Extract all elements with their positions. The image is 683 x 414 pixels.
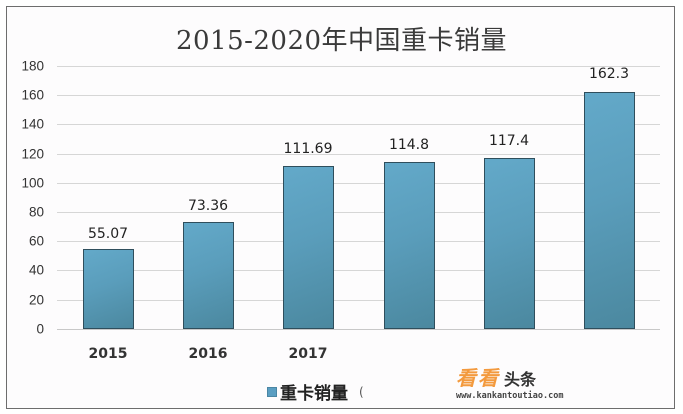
x-tick-label: 2015 xyxy=(88,346,128,362)
gridline xyxy=(57,212,660,213)
y-tick-label: 100 xyxy=(21,175,44,191)
bar-2017 xyxy=(283,166,334,329)
legend-label: 重卡销量 xyxy=(280,384,348,404)
bar-2016 xyxy=(183,222,234,329)
legend: 重卡销量 ( xyxy=(267,379,364,404)
data-label: 55.07 xyxy=(87,226,129,242)
bar-2019 xyxy=(484,158,535,329)
gridline xyxy=(57,183,660,184)
data-label: 117.4 xyxy=(488,133,530,149)
y-tick-label: 140 xyxy=(21,116,44,132)
data-label: 111.69 xyxy=(283,141,333,157)
gridline xyxy=(57,124,660,125)
x-tick-label: 2016 xyxy=(188,346,228,362)
y-tick-label: 80 xyxy=(28,204,44,220)
watermark-url: www.kankantoutiao.com xyxy=(456,391,564,401)
data-label: 73.36 xyxy=(187,198,229,214)
watermark-name: 头条 xyxy=(504,370,537,389)
y-tick-label: 180 xyxy=(21,58,44,74)
gridline xyxy=(57,66,660,67)
legend-swatch-icon xyxy=(267,386,277,397)
baseline xyxy=(57,329,660,330)
gridline xyxy=(57,154,660,155)
gridline xyxy=(57,241,660,242)
chart-title: 2015-2020年中国重卡销量 xyxy=(175,26,508,56)
legend-clipped-text: ( xyxy=(359,384,364,399)
y-tick-label: 120 xyxy=(21,146,44,162)
y-tick-label: 160 xyxy=(21,87,44,103)
bar-2020 xyxy=(584,92,635,329)
data-label: 114.8 xyxy=(388,137,430,153)
x-tick-label: 2017 xyxy=(288,346,328,362)
gridline xyxy=(57,270,660,271)
y-tick-label: 20 xyxy=(28,292,44,308)
y-tick-label: 40 xyxy=(28,262,44,278)
y-tick-label: 0 xyxy=(36,321,44,337)
gridline xyxy=(57,300,660,301)
data-label: 162.3 xyxy=(588,66,630,82)
watermark-background xyxy=(362,340,662,406)
watermark: 看看 头条 www.kankantoutiao.com xyxy=(456,362,563,401)
gridline xyxy=(57,95,660,96)
watermark-brand: 看看 xyxy=(456,366,500,390)
y-tick-label: 60 xyxy=(28,233,44,249)
bar-2018 xyxy=(384,162,435,329)
bar-2015 xyxy=(83,249,134,329)
